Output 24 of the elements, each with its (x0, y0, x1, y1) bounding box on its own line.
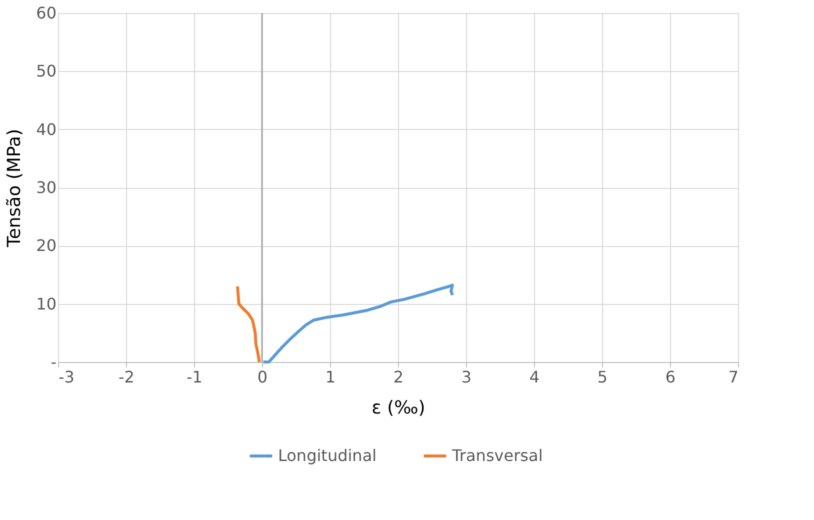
y-tick-label: 40 (36, 120, 56, 139)
x-tick-label: 4 (529, 368, 540, 386)
legend-label: Longitudinal (278, 446, 377, 465)
x-tick-label: 5 (597, 368, 608, 386)
x-tick-label: 1 (325, 368, 336, 386)
y-tick-label: 30 (36, 178, 56, 197)
y-tick-label: 20 (36, 236, 56, 256)
x-tick-label: 6 (665, 368, 676, 386)
y-tick-label: 10 (36, 294, 56, 314)
y-tick-label: - (50, 352, 56, 372)
x-tick-label: -3 (58, 368, 74, 386)
x-axis-title: ε (‰) (372, 398, 426, 418)
y-tick-label: 60 (36, 4, 56, 22)
x-tick-label: 3 (461, 368, 472, 386)
line-series (236, 284, 261, 364)
y-tick-label: 50 (36, 62, 56, 81)
legend-label: Transversal (451, 446, 543, 465)
x-tick-label: -2 (118, 368, 134, 386)
x-tick-label: 0 (257, 368, 268, 386)
x-tick-label: 7 (728, 368, 738, 386)
y-axis-title: Tensão (MPa) (4, 128, 26, 248)
x-tick-label: -1 (186, 368, 202, 386)
line-series (262, 284, 454, 364)
x-tick-label: 2 (393, 368, 404, 386)
